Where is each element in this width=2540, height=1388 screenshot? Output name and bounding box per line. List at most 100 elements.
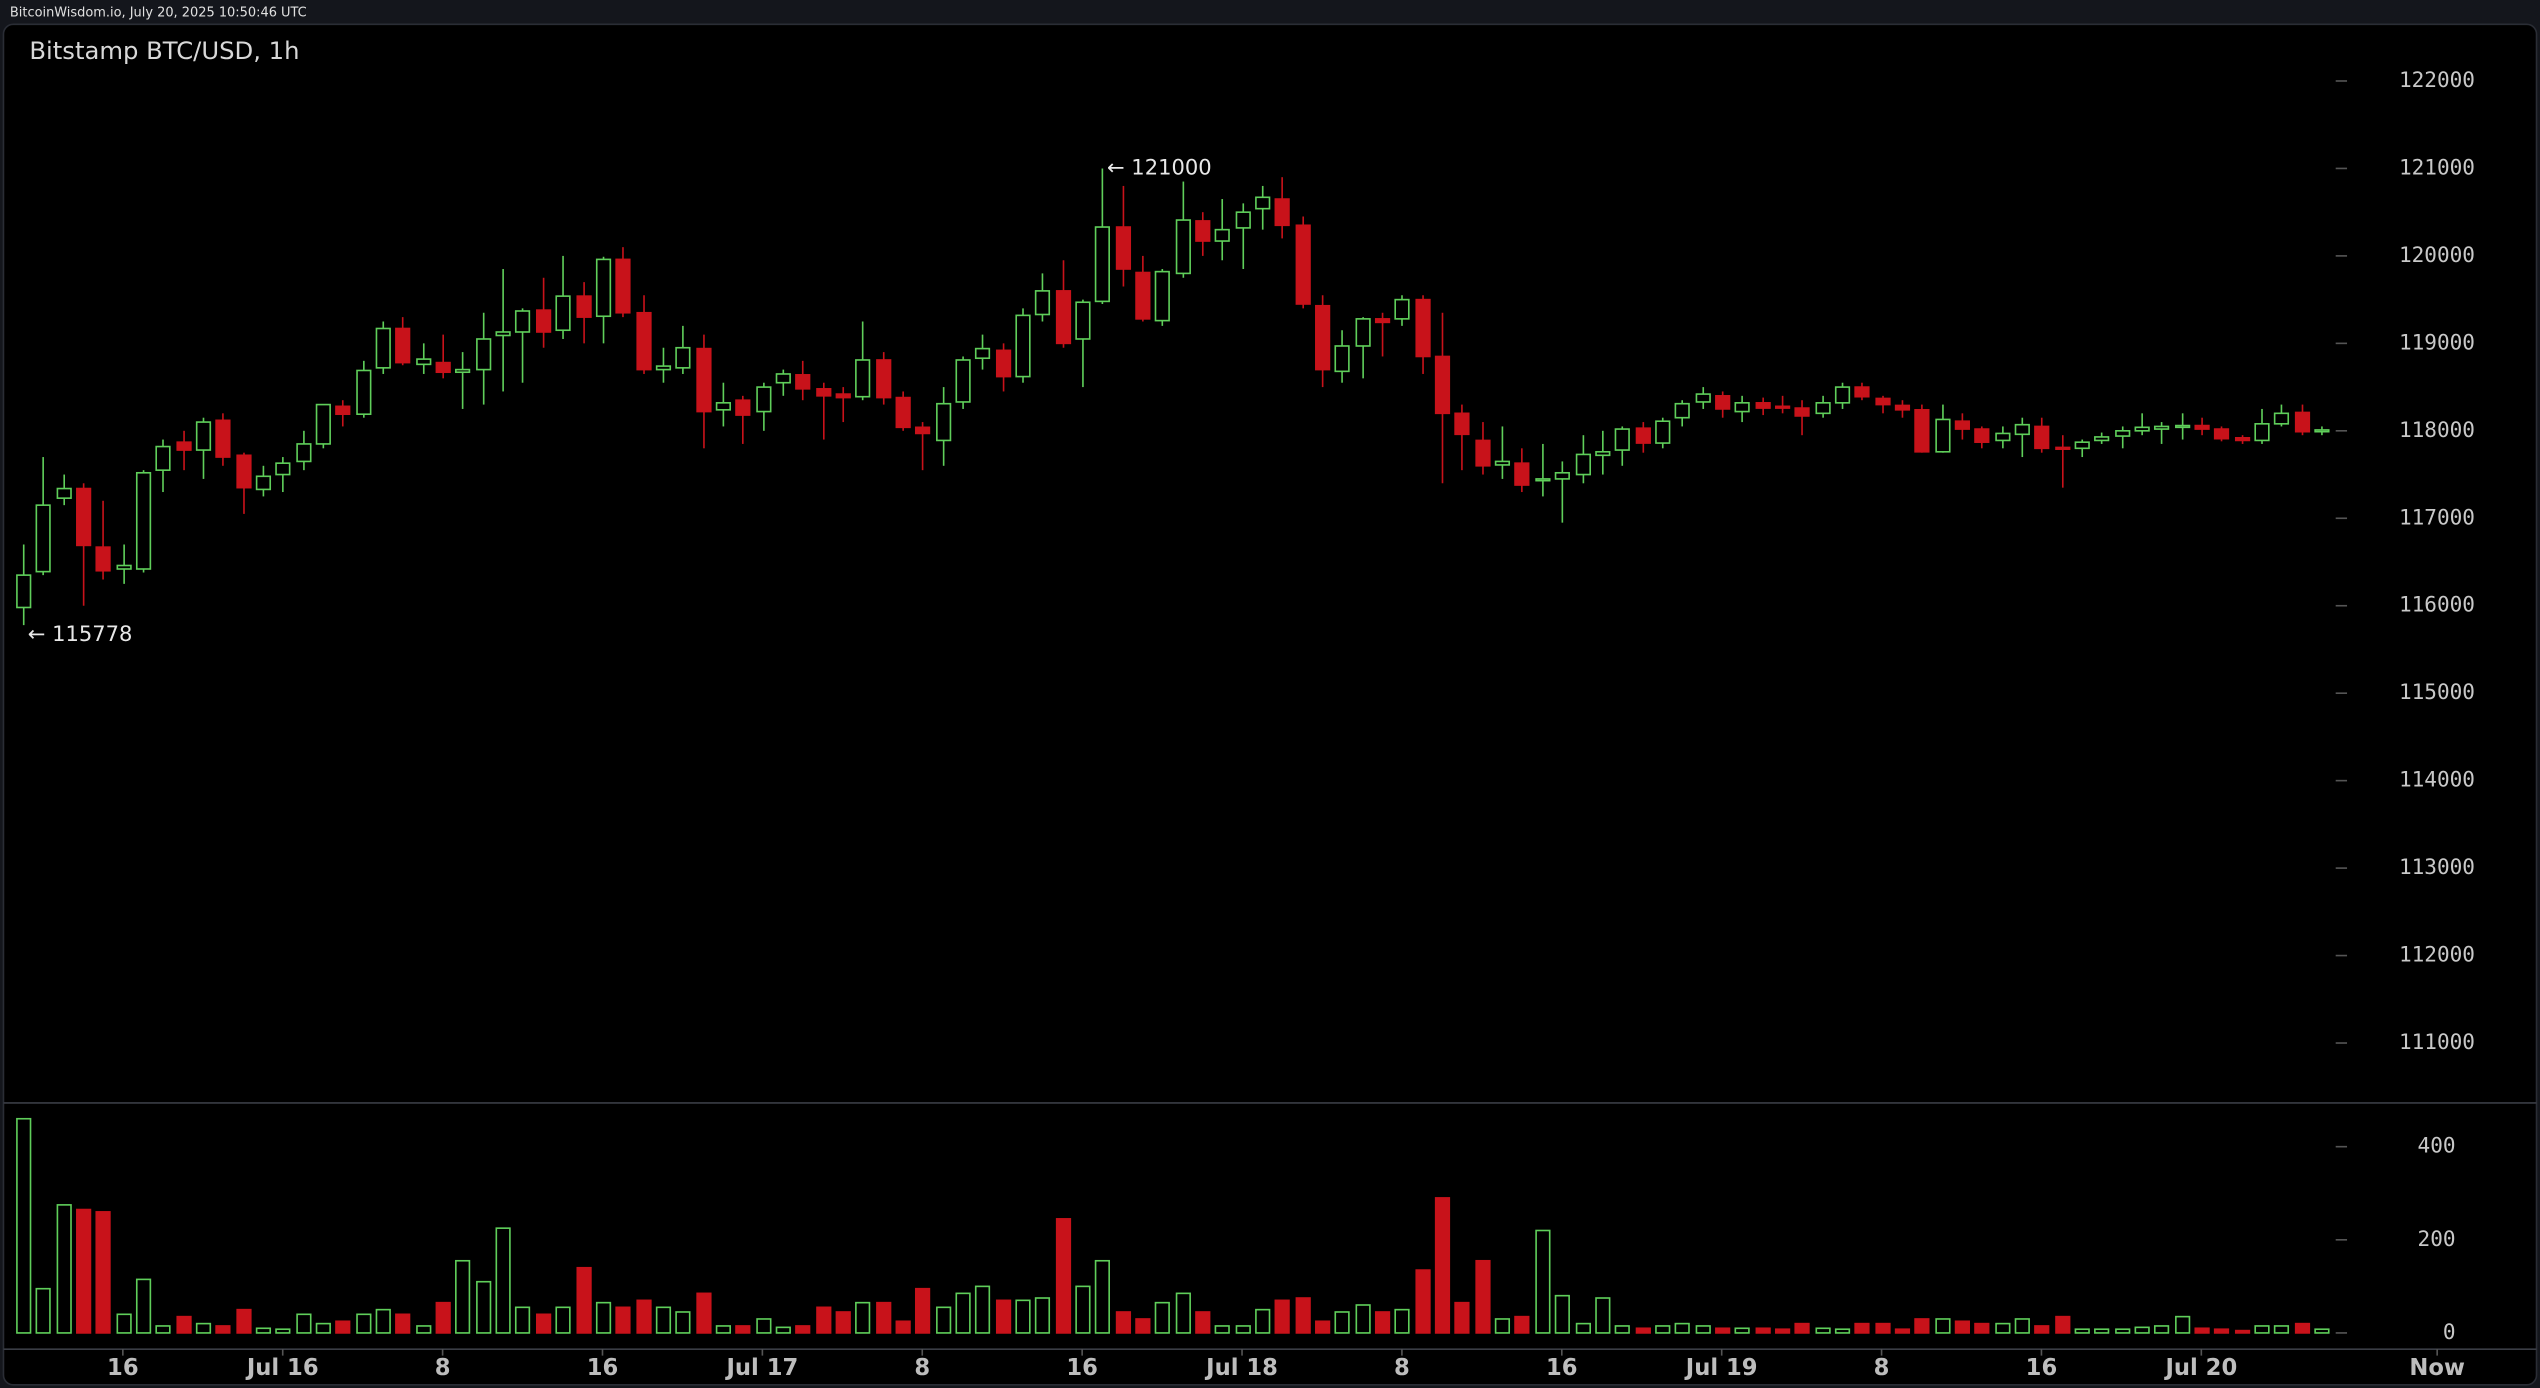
candle-body [1935, 418, 1951, 453]
candle-body [514, 310, 531, 333]
volume-bar [155, 1325, 171, 1334]
volume-bar [2175, 1315, 2191, 1334]
candle-body [296, 443, 312, 463]
candle-body [816, 388, 832, 397]
candle-body [1355, 318, 1371, 347]
volume-bar [1274, 1299, 1290, 1334]
candle-body [2294, 411, 2311, 433]
candle-body [1295, 224, 1311, 305]
volume-bar [835, 1311, 851, 1334]
volume-bar [1935, 1318, 1951, 1334]
candle-body [1974, 428, 1990, 443]
volume-bar [855, 1301, 871, 1334]
volume-bar [1875, 1322, 1891, 1334]
candle-body [275, 462, 291, 476]
candle-body [1374, 318, 1391, 324]
x-tick-label: 8 [914, 1355, 930, 1381]
candle-body [974, 347, 991, 360]
candle-body [914, 426, 931, 435]
volume-bar [936, 1306, 952, 1334]
candle-body [495, 331, 511, 337]
chart-title: Bitstamp BTC/USD, 1h [29, 36, 299, 65]
y-tick-label: 117000 [2399, 504, 2475, 529]
volume-bar [1235, 1325, 1251, 1334]
candle-body [76, 487, 92, 547]
candle-body [1794, 407, 1810, 417]
candle-body [1094, 226, 1110, 303]
candle-body [655, 365, 672, 371]
candle-body [855, 359, 871, 398]
volume-bar [2014, 1318, 2030, 1334]
x-tick-label: Now [2409, 1355, 2465, 1381]
x-tick-label: Jul 17 [724, 1355, 798, 1381]
candle-body [1774, 405, 1791, 409]
candle-body [2094, 436, 2110, 442]
volume-bar [816, 1306, 832, 1334]
volume-bar [576, 1266, 592, 1334]
candle-body [1015, 314, 1031, 378]
candle-body [835, 393, 851, 399]
candle-body [35, 504, 51, 573]
volume-bar [1614, 1325, 1630, 1334]
volume-bar [1914, 1318, 1930, 1334]
volume-bar [1334, 1311, 1350, 1334]
volume-bar [795, 1325, 811, 1334]
candle-body [1494, 460, 1511, 466]
candle-body [1595, 450, 1611, 457]
volume-bar [735, 1325, 751, 1334]
candle-body [2234, 437, 2251, 442]
volume-bar [255, 1327, 272, 1334]
volume-bar [1695, 1325, 1711, 1334]
volume-bar [1115, 1311, 1132, 1334]
volume-bar [176, 1315, 192, 1334]
candle-body [1135, 271, 1151, 320]
candle-body [1755, 402, 1771, 409]
volume-bar [895, 1320, 911, 1334]
candle-body [1334, 345, 1350, 373]
volume-bar [1995, 1322, 2011, 1334]
volume-bar [1655, 1325, 1671, 1334]
candle-body [215, 419, 231, 458]
candle-body [155, 445, 171, 471]
volume-bar [395, 1313, 411, 1334]
volume-bar [775, 1326, 791, 1334]
x-tick-label: 8 [1874, 1355, 1890, 1381]
volume-bar [1075, 1285, 1091, 1334]
volume-bar [1974, 1322, 1990, 1334]
candle-body [735, 399, 751, 416]
candle-body [2074, 441, 2090, 450]
volume-bar [1815, 1327, 1831, 1334]
volume-bar [35, 1287, 51, 1334]
candle-body [95, 546, 111, 572]
volume-bar [595, 1301, 612, 1334]
volume-bar [476, 1280, 492, 1334]
candle-body [236, 454, 252, 489]
candle-body [2213, 428, 2230, 440]
y-tick-label: 120000 [2399, 242, 2475, 267]
volume-bar [1715, 1327, 1731, 1334]
volume-bar [2055, 1315, 2071, 1334]
candle-body [995, 349, 1012, 378]
volume-bar [1175, 1292, 1191, 1334]
candle-body [476, 338, 492, 371]
candle-body [876, 359, 892, 399]
candle-body [315, 403, 331, 445]
volume-bar [1514, 1315, 1530, 1334]
y-tick-label: 122000 [2399, 67, 2475, 92]
candle-body [775, 373, 791, 384]
candle-body [116, 564, 132, 570]
volume-bar [955, 1292, 971, 1334]
candle-body [1154, 270, 1170, 322]
y2-tick-label: 0 [2443, 1319, 2456, 1344]
candle-body [1914, 409, 1930, 453]
volume-bar [1475, 1259, 1491, 1334]
y-tick-label: 116000 [2399, 592, 2475, 617]
candle-body [955, 359, 971, 403]
candle-body [636, 311, 652, 371]
candle-body [2194, 424, 2210, 430]
volume-bar [1154, 1301, 1170, 1334]
volume-bar [2153, 1325, 2170, 1334]
volume-bar [275, 1328, 291, 1334]
candle-body [756, 386, 772, 413]
volume-bar [1774, 1328, 1791, 1334]
